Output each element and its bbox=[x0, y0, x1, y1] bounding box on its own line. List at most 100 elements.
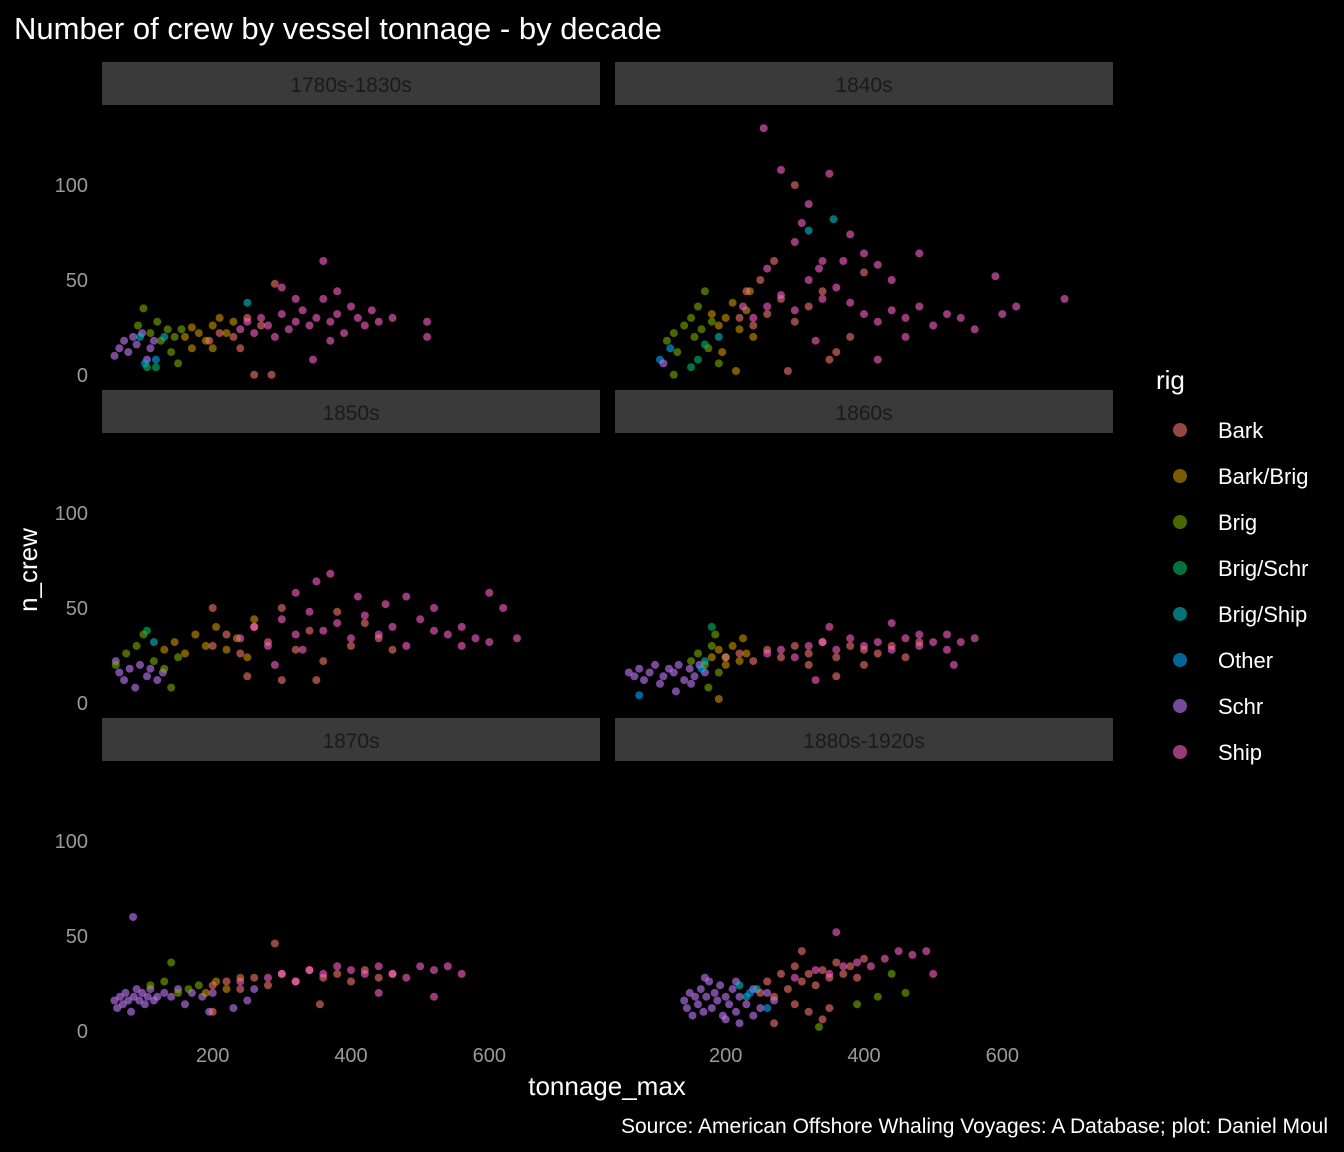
point-bark bbox=[901, 653, 910, 662]
point-brig-ship bbox=[714, 332, 723, 341]
point-ship bbox=[402, 592, 411, 601]
y-tick-label: 0 bbox=[77, 1021, 88, 1043]
point-schr bbox=[680, 676, 689, 685]
point-ship bbox=[388, 969, 397, 978]
point-bark bbox=[804, 1007, 813, 1016]
point-brig bbox=[680, 321, 689, 330]
x-tick-label: 200 bbox=[196, 1045, 229, 1067]
point-schr bbox=[691, 992, 700, 1001]
point-ship bbox=[243, 317, 252, 326]
point-bark bbox=[770, 992, 779, 1001]
point-bark bbox=[312, 676, 321, 685]
point-bark bbox=[832, 672, 841, 681]
legend-label: Other bbox=[1218, 648, 1273, 673]
point-bark bbox=[749, 321, 758, 330]
facet-strip-label: 1860s bbox=[835, 402, 892, 425]
point-bark bbox=[783, 367, 792, 375]
point-ship bbox=[471, 634, 480, 643]
point-other bbox=[666, 344, 675, 353]
point-ship bbox=[825, 169, 834, 178]
point-ship bbox=[257, 313, 266, 322]
point-ship bbox=[319, 969, 328, 978]
point-ship bbox=[333, 310, 342, 319]
point-ship bbox=[739, 302, 747, 311]
point-schr bbox=[725, 1000, 734, 1009]
point-ship bbox=[901, 332, 910, 341]
point-schr bbox=[167, 992, 176, 1001]
point-brig bbox=[711, 630, 720, 639]
point-bark bbox=[804, 969, 813, 978]
point-bark bbox=[257, 321, 266, 330]
point-ship bbox=[305, 607, 314, 616]
point-ship bbox=[991, 272, 1000, 281]
legend-item-schr: Schr bbox=[1173, 694, 1263, 719]
point-ship bbox=[236, 634, 245, 643]
point-schr bbox=[763, 988, 772, 997]
point-bark-brig bbox=[208, 344, 217, 353]
point-bark bbox=[790, 962, 799, 971]
point-schr bbox=[120, 676, 129, 685]
point-ship bbox=[873, 260, 882, 269]
point-ship bbox=[326, 336, 335, 345]
point-schr bbox=[115, 344, 124, 353]
point-brig-schr bbox=[151, 363, 160, 372]
point-ship bbox=[264, 973, 272, 982]
point-schr bbox=[721, 992, 730, 1001]
facet-strip bbox=[102, 718, 600, 761]
x-tick-label: 200 bbox=[709, 1045, 742, 1067]
y-tick-label: 50 bbox=[66, 270, 88, 292]
point-ship bbox=[499, 604, 508, 612]
point-bark bbox=[818, 287, 827, 296]
point-bark-brig bbox=[721, 660, 730, 669]
point-ship bbox=[943, 310, 951, 319]
point-ship bbox=[443, 630, 452, 639]
legend-label: Brig/Ship bbox=[1218, 602, 1307, 627]
point-bark-brig bbox=[714, 645, 723, 654]
point-bark bbox=[374, 973, 383, 982]
y-tick-label: 0 bbox=[77, 693, 88, 715]
legend-label: Brig/Schr bbox=[1218, 556, 1308, 581]
facet-1850s: 1850s 0 50 100 bbox=[55, 390, 600, 715]
point-bark bbox=[818, 1015, 827, 1024]
point-ship bbox=[485, 588, 494, 597]
point-schr bbox=[243, 996, 252, 1005]
point-ship bbox=[804, 276, 813, 284]
point-bark-brig bbox=[187, 323, 196, 332]
point-brig bbox=[149, 657, 158, 666]
point-ship bbox=[860, 641, 868, 650]
point-ship bbox=[832, 928, 841, 937]
point-ship bbox=[901, 313, 910, 322]
point-schr bbox=[129, 332, 138, 341]
point-bark-brig bbox=[170, 638, 179, 647]
point-ship bbox=[340, 329, 349, 338]
point-brig bbox=[153, 317, 162, 326]
point-schr bbox=[138, 988, 147, 997]
point-bark-brig bbox=[728, 298, 737, 307]
y-axis-label: n_crew bbox=[13, 528, 43, 612]
point-schr bbox=[687, 679, 696, 688]
y-tick-label: 100 bbox=[55, 175, 88, 197]
legend-label: Schr bbox=[1218, 694, 1263, 719]
point-bark bbox=[250, 370, 259, 379]
point-brig-schr bbox=[707, 622, 716, 631]
point-ship bbox=[443, 962, 452, 971]
point-bark-brig bbox=[194, 329, 203, 338]
facet-1880s-1920s: 1880s-1920s bbox=[615, 718, 1113, 1031]
point-ship bbox=[839, 962, 848, 971]
point-ship bbox=[777, 645, 785, 654]
point-brig bbox=[167, 348, 176, 357]
point-brig-ship bbox=[243, 298, 252, 307]
point-ship bbox=[860, 249, 868, 258]
point-ship bbox=[416, 615, 425, 624]
point-schr bbox=[688, 1011, 697, 1020]
point-brig bbox=[887, 969, 896, 978]
legend-item-brig-schr: Brig/Schr bbox=[1173, 556, 1308, 581]
point-bark-brig bbox=[222, 985, 231, 994]
point-schr bbox=[131, 683, 140, 692]
point-ship bbox=[901, 634, 910, 643]
legend-swatch bbox=[1173, 653, 1187, 667]
point-brig bbox=[714, 668, 723, 677]
point-ship bbox=[815, 264, 823, 273]
point-bark bbox=[205, 336, 214, 345]
point-bark bbox=[243, 672, 252, 681]
